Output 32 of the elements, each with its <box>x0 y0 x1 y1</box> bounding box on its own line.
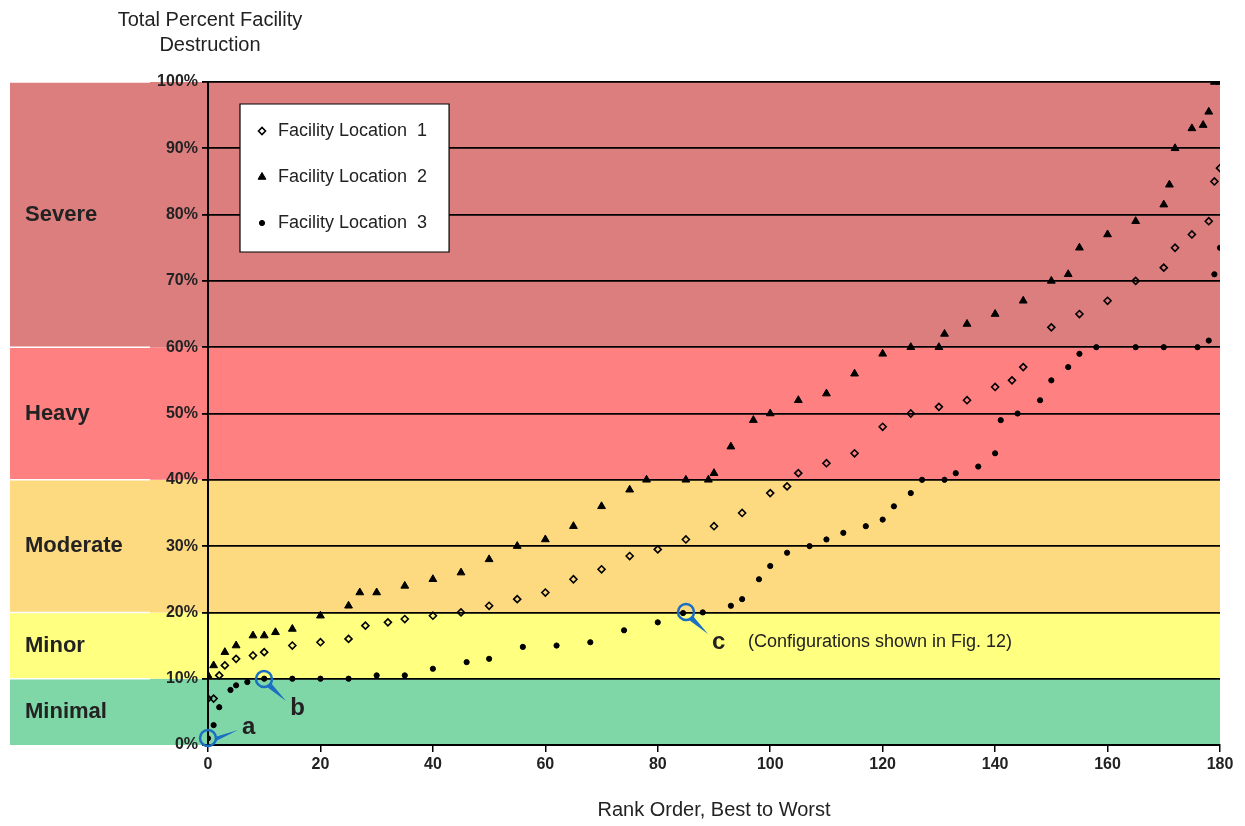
x-tick-label: 20 <box>311 755 330 773</box>
x-tick-label: 60 <box>536 755 555 773</box>
y-tick-label: 40% <box>165 470 198 488</box>
annotation: b <box>290 693 305 721</box>
y-tick-label: 60% <box>165 337 198 355</box>
band-label: Minor <box>25 631 86 657</box>
band-label: Heavy <box>25 399 91 425</box>
band-label: Severe <box>25 200 98 226</box>
y-tick-label: 70% <box>165 271 198 289</box>
y-tick-label: 30% <box>165 536 198 554</box>
band-label: Moderate <box>25 532 123 558</box>
x-tick-label: 140 <box>981 755 1009 773</box>
legend-label: Facility Location 3 <box>278 211 428 232</box>
x-axis-title: Rank Order, Best to Worst <box>597 797 831 820</box>
x-tick-label: 100 <box>756 755 784 773</box>
x-tick-label: 80 <box>648 755 667 773</box>
x-tick-label: 120 <box>869 755 897 773</box>
y-tick-label: 20% <box>165 602 198 620</box>
y-tick-label: 50% <box>165 403 198 421</box>
x-tick-label: 160 <box>1094 755 1121 773</box>
band-label: Minimal <box>25 697 107 723</box>
y-tick-label: 80% <box>165 205 198 223</box>
legend-label: Facility Location 1 <box>278 119 428 140</box>
y-tick-label: 90% <box>165 138 198 156</box>
annotation: c <box>711 627 726 655</box>
x-tick-label: 40 <box>423 755 442 773</box>
annotation: a <box>242 711 256 739</box>
legend-label: Facility Location 2 <box>278 165 428 186</box>
y-axis-title: Total Percent Facility Destruction <box>117 8 303 55</box>
annotation: (Configurations shown in Fig. 12) <box>747 631 1013 652</box>
x-tick-label: 180 <box>1206 755 1234 773</box>
x-tick-label: 0 <box>203 755 213 773</box>
